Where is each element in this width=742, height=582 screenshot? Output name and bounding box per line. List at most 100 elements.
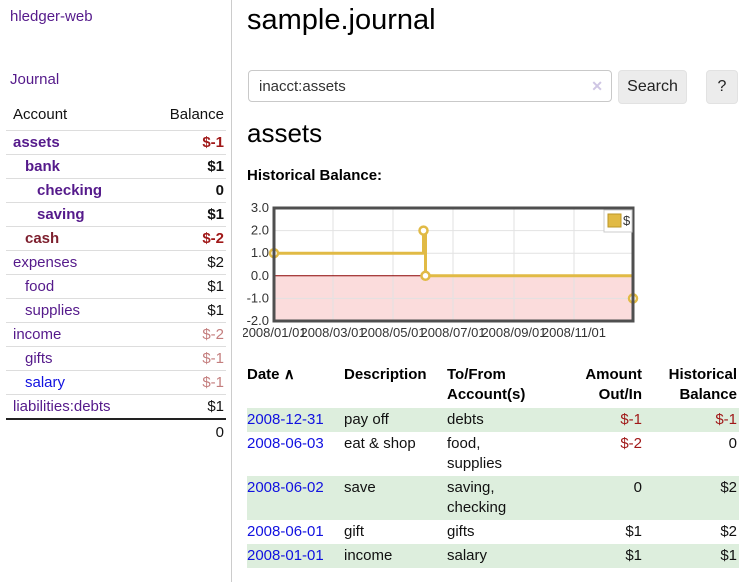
account-link[interactable]: bank — [25, 158, 61, 175]
account-link[interactable]: income — [13, 326, 62, 343]
register-cell-amount: $-1 — [620, 411, 642, 428]
register-date-link[interactable]: 2008-06-02 — [247, 479, 324, 496]
register-row[interactable]: 2008-06-03 eat & shop food, supplies $-2 0 — [247, 432, 739, 476]
register-cell-date: 2008-06-02 — [247, 476, 344, 520]
data-point-marker — [418, 225, 429, 236]
x-tick-label: 2008/09/01 — [481, 325, 546, 340]
legend-swatch — [607, 213, 622, 228]
search-box: ✕ — [248, 70, 612, 102]
register-header-row: Date ∧ Description To/From Account(s) Am… — [247, 362, 739, 408]
y-tick-label: -1.0 — [247, 290, 269, 305]
register-date-link[interactable]: 2008-06-01 — [247, 523, 324, 540]
account-link[interactable]: liabilities:debts — [13, 398, 111, 415]
register-cell-description: pay off — [344, 411, 389, 428]
register-table: Date ∧ Description To/From Account(s) Am… — [247, 362, 739, 568]
account-link[interactable]: cash — [25, 230, 60, 247]
register-cell-amount: $1 — [625, 523, 642, 540]
y-tick-label: 2.0 — [251, 223, 269, 238]
register-body: 2008-12-31 pay off debts $-1 $-1 2008-06-03 ea… — [247, 408, 739, 568]
y-tick-label: 0.0 — [251, 268, 269, 283]
chart-title: Historical Balance: — [247, 167, 383, 184]
account-row: salary $-1 — [6, 370, 226, 395]
register-cell-accounts: saving, checking — [447, 479, 507, 516]
accounts-header-balance: Balance — [169, 106, 224, 123]
register-cell-balance: $-1 — [715, 411, 737, 428]
account-row: income $-2 — [6, 322, 226, 347]
account-row: cash $-2 — [6, 226, 226, 251]
register-header-description: Description — [344, 366, 427, 383]
account-balance: $1 — [207, 302, 224, 319]
accounts-total-spacer — [6, 419, 143, 445]
register-cell-balance: $2 — [720, 479, 737, 496]
x-tick-label: 2008/05/01 — [360, 325, 425, 340]
account-row: checking 0 — [6, 178, 226, 203]
account-link[interactable]: assets — [13, 134, 60, 151]
page-title: sample.journal — [247, 4, 436, 36]
sort-ascending-icon: ∧ — [283, 366, 295, 383]
account-heading: assets — [247, 118, 323, 148]
account-balance: $2 — [207, 254, 224, 271]
account-link[interactable]: saving — [37, 206, 85, 223]
register-cell-balance: 0 — [728, 435, 737, 452]
register-row[interactable]: 2008-06-02 save saving, checking 0 $2 — [247, 476, 739, 520]
accounts-header-account: Account — [13, 106, 68, 123]
register-row[interactable]: 2008-06-01 gift gifts $1 $2 — [247, 520, 739, 544]
y-tick-label: 1.0 — [251, 245, 269, 260]
app-title-link[interactable]: hledger-web — [10, 8, 93, 25]
account-link[interactable]: checking — [37, 182, 103, 199]
register-cell-accounts: gifts — [447, 523, 475, 540]
account-balance: 0 — [215, 182, 224, 199]
account-link[interactable]: salary — [25, 374, 66, 391]
account-row: saving $1 — [6, 202, 226, 227]
register-row[interactable]: 2008-12-31 pay off debts $-1 $-1 — [247, 408, 739, 432]
account-row: food $1 — [6, 274, 226, 299]
register-header-accounts: To/From Account(s) — [447, 366, 526, 403]
y-tick-label: -2.0 — [247, 313, 269, 328]
account-balance: $-2 — [202, 230, 224, 247]
account-row: gifts $-1 — [6, 346, 226, 371]
plot-border — [272, 206, 635, 323]
clear-search-icon[interactable]: ✕ — [591, 78, 603, 94]
register-cell-balance: $2 — [720, 523, 737, 540]
account-link[interactable]: supplies — [25, 302, 81, 319]
register-cell-amount: 0 — [633, 479, 642, 496]
register-date-link[interactable]: 2008-06-03 — [247, 435, 324, 452]
y-tick-label: 3.0 — [251, 203, 269, 215]
account-balance: $1 — [207, 278, 224, 295]
account-row: bank $1 — [6, 154, 226, 179]
search-input[interactable] — [248, 70, 612, 102]
register-cell-accounts: food, supplies — [447, 435, 503, 472]
register-cell-date: 2008-12-31 — [247, 408, 344, 432]
sidebar-item-journal[interactable]: Journal — [10, 71, 60, 88]
historical-balance-chart: 3.0 2.0 1.0 0.0 -1.0 -2.02008/01/012008/03/01… — [243, 203, 639, 340]
register-date-link[interactable]: 2008-01-01 — [247, 547, 324, 564]
account-link[interactable]: gifts — [25, 350, 53, 367]
register-cell-description: income — [344, 547, 393, 564]
account-row: assets $-1 — [6, 130, 226, 155]
help-button[interactable]: ? — [706, 70, 738, 104]
register-cell-date: 2008-06-01 — [247, 520, 344, 544]
accounts-table: Account Balance assets $-1 bank $1 checking 0… — [6, 102, 226, 445]
x-tick-label: 2008/07/01 — [420, 325, 485, 340]
register-header-amount: Amount Out/In — [585, 366, 642, 403]
register-header-date[interactable]: Date ∧ — [247, 362, 344, 408]
register-date-link[interactable]: 2008-12-31 — [247, 411, 324, 428]
account-row: expenses $2 — [6, 250, 226, 275]
account-link[interactable]: food — [25, 278, 55, 295]
register-row[interactable]: 2008-01-01 income salary $1 $1 — [247, 544, 739, 568]
accounts-total-value: 0 — [215, 424, 224, 441]
register-header-date-label: Date — [247, 366, 280, 383]
register-cell-date: 2008-06-03 — [247, 432, 344, 476]
register-cell-description: save — [344, 479, 376, 496]
x-tick-label: 2008/03/01 — [300, 325, 365, 340]
accounts-total-row: 0 — [6, 419, 226, 445]
account-balance: $1 — [207, 158, 224, 175]
search-button[interactable]: Search — [618, 70, 687, 104]
register-cell-amount: $1 — [625, 547, 642, 564]
accounts-body: assets $-1 bank $1 checking 0 saving $1 cash $-2 e… — [6, 130, 226, 420]
account-balance: $-2 — [202, 326, 224, 343]
account-link[interactable]: expenses — [13, 254, 78, 271]
register-cell-date: 2008-01-01 — [247, 544, 344, 568]
account-row: liabilities:debts $1 — [6, 394, 226, 420]
register-cell-accounts: debts — [447, 411, 484, 428]
